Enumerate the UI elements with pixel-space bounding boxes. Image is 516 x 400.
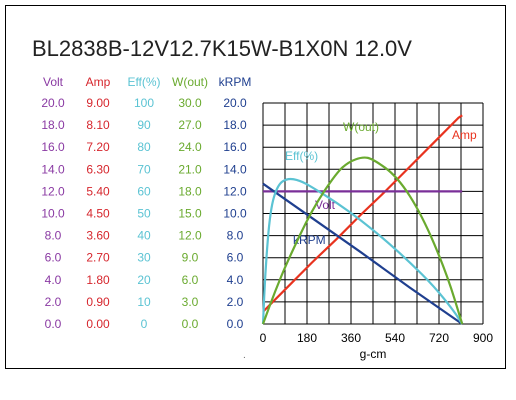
axis-tick-label: 9.00	[86, 96, 110, 110]
axis-tick-label: 20.0	[223, 96, 247, 110]
axis-tick-label: 0.00	[86, 317, 110, 331]
series-line-wout	[261, 156, 464, 325]
axis-header-volt: Volt	[43, 75, 64, 89]
axis-tick-label: 3.0	[182, 295, 199, 309]
axis-tick-label: 21.0	[178, 162, 202, 176]
axis-tick-label: 12.0	[223, 184, 247, 198]
axis-tick-label: 18.0	[223, 118, 247, 132]
axis-tick-label: 4.0	[45, 273, 62, 287]
axis-tick-label: 15.0	[178, 207, 202, 221]
axis-tick-label: 50	[137, 207, 151, 221]
series-line-krpm	[262, 182, 463, 325]
axis-tick-label: 20	[137, 273, 151, 287]
series-line-eff	[261, 177, 464, 325]
chart-frame	[5, 5, 506, 369]
chart-title: BL2838B-12V12.7K15W-B1X0N 12.0V	[32, 36, 412, 61]
axis-tick-label: 60	[137, 184, 151, 198]
axis-tick-label: 7.20	[86, 140, 110, 154]
axis-tick-label: 30.0	[178, 96, 202, 110]
axis-tick-label: 10.0	[41, 207, 65, 221]
axis-tick-label: 6.0	[182, 273, 199, 287]
series-label-wout: W(out)	[343, 120, 379, 134]
axis-tick-label: 0.90	[86, 295, 110, 309]
axis-tick-label: 2.0	[227, 295, 244, 309]
axis-tick-label: 12.0	[178, 229, 202, 243]
x-tick-label: 360	[341, 331, 361, 345]
axis-tick-label: 6.0	[227, 251, 244, 265]
axis-tick-label: 24.0	[178, 140, 202, 154]
axis-tick-label: 6.0	[45, 251, 62, 265]
axis-tick-label: 6.30	[86, 162, 110, 176]
axis-tick-label: 4.50	[86, 207, 110, 221]
axis-tick-label: 3.60	[86, 229, 110, 243]
axis-tick-label: 14.0	[41, 162, 65, 176]
axis-tick-label: 14.0	[223, 162, 247, 176]
axis-tick-label: 40	[137, 229, 151, 243]
axis-tick-label: 1.80	[86, 273, 110, 287]
x-tick-label: 540	[385, 331, 405, 345]
series-line-amp	[262, 114, 463, 313]
axis-tick-label: 20.0	[41, 96, 65, 110]
axis-tick-label: 12.0	[41, 184, 65, 198]
axis-tick-label: 2.0	[45, 295, 62, 309]
axis-tick-label: 9.0	[182, 251, 199, 265]
series-label-amp: Amp	[452, 128, 477, 142]
axis-tick-label: 8.10	[86, 118, 110, 132]
series-label-volt: Volt	[315, 198, 336, 212]
axis-tick-label: 2.70	[86, 251, 110, 265]
axis-tick-label: 18.0	[178, 184, 202, 198]
axis-header-krpm: kRPM	[219, 75, 252, 89]
x-tick-label: 900	[473, 331, 493, 345]
axis-tick-label: 30	[137, 251, 151, 265]
axis-tick-label: 90	[137, 118, 151, 132]
axis-tick-label: 8.0	[45, 229, 62, 243]
axis-tick-label: 100	[134, 96, 154, 110]
axis-tick-label: 4.0	[227, 273, 244, 287]
axis-tick-label: 18.0	[41, 118, 65, 132]
axis-header-amp: Amp	[86, 75, 111, 89]
axis-header-eff: Eff(%)	[127, 75, 160, 89]
axis-tick-label: 8.0	[227, 229, 244, 243]
axis-tick-label: 16.0	[41, 140, 65, 154]
axis-tick-label: 0.0	[45, 317, 62, 331]
axis-tick-label: 70	[137, 162, 151, 176]
series-label-eff: Eff(%)	[285, 149, 318, 163]
axis-tick-label: 0.0	[227, 317, 244, 331]
axis-tick-label: 80	[137, 140, 151, 154]
series-label-krpm: kRPM	[293, 233, 326, 247]
axis-tick-label: 0	[141, 317, 148, 331]
axis-tick-label: 0.0	[182, 317, 199, 331]
axis-tick-label: 27.0	[178, 118, 202, 132]
x-tick-label: 720	[429, 331, 449, 345]
axis-tick-label: 10.0	[223, 207, 247, 221]
axis-tick-label: 10	[137, 295, 151, 309]
axis-header-wout: W(out)	[172, 75, 208, 89]
axis-tick-label: 5.40	[86, 184, 110, 198]
x-tick-label: 180	[297, 331, 317, 345]
x-tick-label: 0	[260, 331, 267, 345]
axis-tick-label: 16.0	[223, 140, 247, 154]
dot-mark: .	[243, 350, 246, 361]
x-axis-label: g-cm	[360, 347, 387, 361]
